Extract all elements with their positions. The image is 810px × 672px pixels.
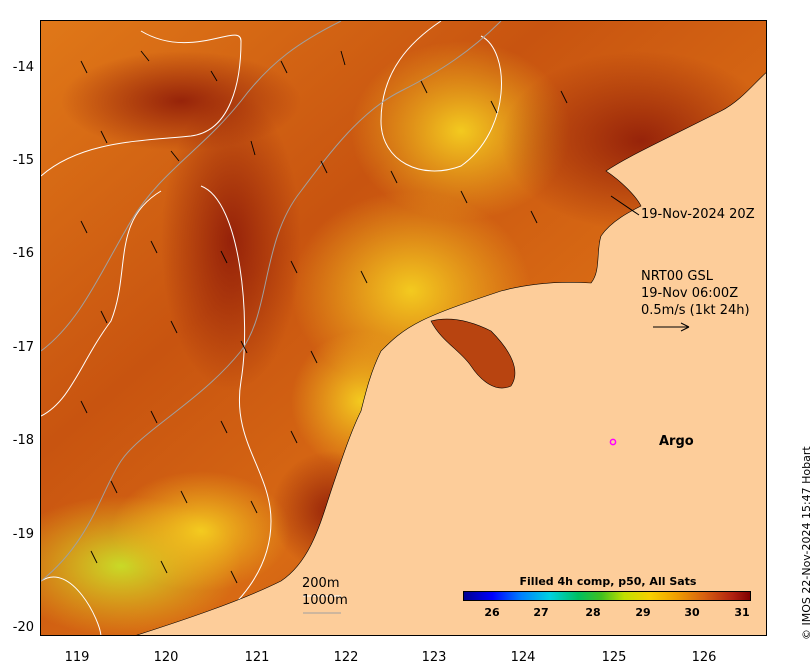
land-mass [136, 72, 766, 635]
x-tick-label: 121 [244, 650, 270, 665]
peninsula [430, 318, 516, 389]
map-canvas [41, 21, 766, 635]
x-tick-label: 119 [64, 650, 90, 665]
cool-patch-south [111, 471, 291, 591]
sst-map [40, 20, 767, 636]
current-source-label: NRT00 GSL [641, 269, 713, 284]
y-tick-label: -18 [12, 433, 34, 448]
colorbar-tick: 27 [533, 606, 549, 619]
warm-patch-west [161, 91, 301, 391]
x-tick-label: 125 [601, 650, 627, 665]
credit-text: © IMOS 22-Nov-2024 15:47 Hobart [800, 446, 810, 640]
y-tick-label: -15 [12, 153, 34, 168]
colorbar-tick: 29 [635, 606, 651, 619]
y-tick-label: -20 [12, 620, 34, 635]
x-tick-label: 126 [691, 650, 717, 665]
argo-label: Argo [659, 434, 694, 449]
colorbar-tick: 28 [585, 606, 601, 619]
current-scale-label: 0.5m/s (1kt 24h) [641, 303, 750, 318]
colorbar-title: Filled 4h comp, p50, All Sats [519, 575, 697, 588]
contour-1000m [41, 21, 502, 582]
contour-legend-200m: 200m [302, 576, 340, 591]
colorbar-tick: 26 [484, 606, 500, 619]
current-vectors [80, 50, 568, 584]
y-tick-label: -19 [12, 527, 34, 542]
warm-patch-north [61, 51, 301, 151]
argo-float-marker [609, 438, 617, 446]
timestamp-leader [610, 195, 640, 216]
x-tick-label: 123 [421, 650, 447, 665]
y-tick-label: -16 [12, 246, 34, 261]
colorbar-tick: 31 [734, 606, 750, 619]
x-tick-label: 124 [510, 650, 536, 665]
y-tick-label: -14 [12, 60, 34, 75]
x-tick-label: 122 [333, 650, 359, 665]
x-tick-label: 120 [153, 650, 179, 665]
colorbar [463, 591, 751, 601]
timestamp-label: 19-Nov-2024 20Z [641, 207, 755, 222]
current-scale-arrow [653, 322, 690, 332]
current-time-label: 19-Nov 06:00Z [641, 286, 739, 301]
contour-200m [41, 21, 502, 635]
colorbar-tick: 30 [684, 606, 700, 619]
contour-legend-1000m: 1000m [302, 593, 348, 608]
y-tick-label: -17 [12, 340, 34, 355]
